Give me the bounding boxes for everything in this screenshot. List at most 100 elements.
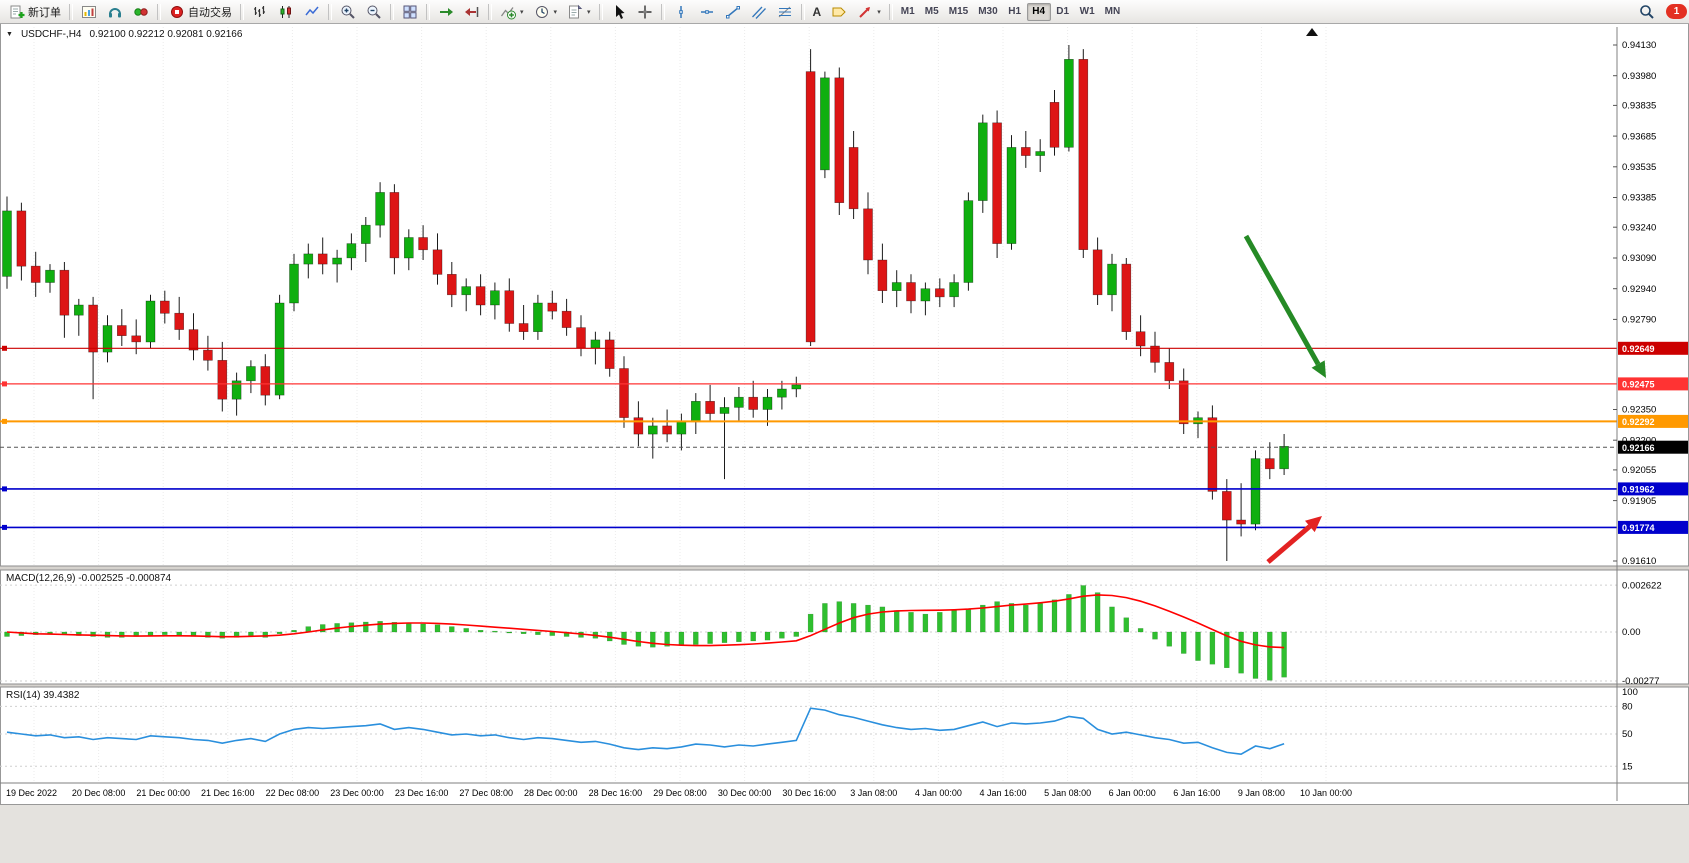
bar-chart-icon	[254, 5, 265, 17]
horizontal-line-tool-button[interactable]	[694, 2, 720, 22]
svg-text:0.93385: 0.93385	[1622, 193, 1656, 204]
line-chart-mode-button[interactable]	[299, 2, 325, 22]
timeframe-m15-button[interactable]: M15	[944, 3, 973, 21]
auto-scroll-button[interactable]	[433, 2, 459, 22]
svg-text:0.91905: 0.91905	[1622, 496, 1656, 507]
svg-text:23 Dec 16:00: 23 Dec 16:00	[395, 788, 449, 798]
chevron-down-icon: ▾	[587, 8, 591, 16]
svg-text:28 Dec 16:00: 28 Dec 16:00	[589, 788, 643, 798]
panel-separator[interactable]	[0, 566, 1689, 570]
timeframe-mn-button[interactable]: MN	[1100, 3, 1126, 21]
text-tool-button[interactable]: A	[808, 2, 827, 22]
vertical-line-tool-button[interactable]	[668, 2, 694, 22]
svg-text:0.002622: 0.002622	[1622, 580, 1662, 591]
timeframe-m5-button[interactable]: M5	[920, 3, 944, 21]
zoom-out-icon	[367, 5, 381, 19]
scroll-to-end-icon[interactable]	[1306, 28, 1318, 36]
horizontal-line-icon	[700, 9, 713, 14]
svg-text:0.92790: 0.92790	[1622, 315, 1656, 326]
svg-text:0.91610: 0.91610	[1622, 556, 1656, 567]
svg-text:29 Dec 08:00: 29 Dec 08:00	[653, 788, 707, 798]
chart-symbol-period: USDCHF-,H4	[20, 29, 82, 40]
svg-text:19 Dec 2022: 19 Dec 2022	[6, 788, 57, 798]
level-line-0.91774[interactable]	[0, 524, 1617, 530]
crosshair-button[interactable]	[632, 2, 658, 22]
svg-text:0.93685: 0.93685	[1622, 131, 1656, 142]
time-axis: 19 Dec 2022 20 Dec 08:00 21 Dec 00:00 21 De…	[6, 788, 1352, 798]
svg-text:28 Dec 00:00: 28 Dec 00:00	[524, 788, 578, 798]
auto-trading-button[interactable]: 自动交易	[164, 2, 237, 22]
arrows-tool-icon	[859, 6, 871, 18]
chart-shift-icon	[465, 6, 479, 17]
candles-layer	[2, 45, 1289, 561]
svg-text:0.93835: 0.93835	[1622, 101, 1656, 112]
data-window-icon	[109, 7, 121, 17]
svg-text:23 Dec 00:00: 23 Dec 00:00	[330, 788, 384, 798]
search-button[interactable]	[1634, 2, 1660, 22]
timeframe-d1-button[interactable]: D1	[1051, 3, 1075, 21]
up-bounce-arrow[interactable]	[1266, 516, 1322, 564]
market-watch-button[interactable]	[76, 2, 102, 22]
macd-indicator-label: MACD(12,26,9) -0.002525 -0.000874	[6, 573, 172, 584]
channel-tool-button[interactable]	[746, 2, 772, 22]
text-label-tool-button[interactable]	[826, 2, 852, 22]
price-tag-0.91962: 0.91962	[1618, 482, 1688, 496]
fibonacci-icon	[778, 6, 791, 17]
notification-badge[interactable]: 1	[1666, 4, 1687, 19]
toolbar: 新订单	[0, 0, 1689, 24]
price-tag-0.92475: 0.92475	[1618, 377, 1688, 391]
templates-button[interactable]: ▾	[562, 2, 596, 22]
line-chart-icon	[305, 6, 319, 15]
candlestick-mode-button[interactable]	[273, 2, 299, 22]
svg-text:0.93090: 0.93090	[1622, 253, 1656, 264]
svg-text:100: 100	[1622, 687, 1638, 698]
toolbar-divider	[157, 3, 161, 20]
level-line-0.91962[interactable]	[0, 486, 1617, 492]
new-order-button[interactable]: 新订单	[4, 2, 66, 22]
svg-text:4 Jan 00:00: 4 Jan 00:00	[915, 788, 962, 798]
timeframe-m30-button[interactable]: M30	[973, 3, 1002, 21]
chevron-down-icon: ▾	[877, 8, 881, 16]
toolbar-divider	[390, 3, 394, 20]
tile-windows-icon	[403, 5, 417, 18]
indicators-button[interactable]: ▾	[495, 2, 529, 22]
chart-shift-button[interactable]	[459, 2, 485, 22]
periods-button[interactable]: ▾	[529, 2, 563, 22]
svg-text:80: 80	[1622, 702, 1633, 713]
zoom-in-button[interactable]	[335, 2, 361, 22]
svg-text:0.92055: 0.92055	[1622, 465, 1656, 476]
zoom-out-button[interactable]	[361, 2, 387, 22]
crosshair-icon	[638, 5, 652, 18]
arrows-tool-button[interactable]: ▾	[852, 2, 886, 22]
navigator-button[interactable]	[128, 2, 154, 22]
data-window-button[interactable]	[102, 2, 128, 22]
timeframe-w1-button[interactable]: W1	[1075, 3, 1100, 21]
tile-windows-button[interactable]	[397, 2, 423, 22]
timeframe-m1-button[interactable]: M1	[896, 3, 920, 21]
fibonacci-tool-button[interactable]	[772, 2, 798, 22]
svg-text:30 Dec 16:00: 30 Dec 16:00	[782, 788, 836, 798]
level-line-0.92649[interactable]	[0, 345, 1617, 351]
svg-text:9 Jan 08:00: 9 Jan 08:00	[1238, 788, 1285, 798]
svg-text:0.92350: 0.92350	[1622, 405, 1656, 416]
symbol-dropdown-icon[interactable]: ▼	[6, 31, 13, 38]
toolbar-divider	[328, 3, 332, 20]
auto-trading-icon	[171, 5, 183, 18]
chart-title: ▼ USDCHF-,H4 0.92100 0.92212 0.92081 0.9…	[6, 29, 242, 40]
new-order-icon	[10, 5, 25, 18]
bar-chart-mode-button[interactable]	[247, 2, 273, 22]
navigator-icon	[134, 7, 148, 16]
timeframe-h1-button[interactable]: H1	[1003, 3, 1027, 21]
svg-text:50: 50	[1622, 729, 1633, 740]
toolbar-divider	[488, 3, 492, 20]
panel-separator[interactable]	[0, 684, 1689, 687]
timeframe-h4-button[interactable]: H4	[1026, 2, 1051, 21]
cursor-button[interactable]	[606, 2, 632, 22]
svg-text:27 Dec 08:00: 27 Dec 08:00	[459, 788, 513, 798]
trendline-tool-button[interactable]	[720, 2, 746, 22]
level-line-0.92292[interactable]	[0, 418, 1617, 424]
down-trend-arrow[interactable]	[1243, 234, 1326, 378]
toolbar-divider	[240, 3, 244, 20]
level-line-0.92475[interactable]	[0, 381, 1617, 387]
